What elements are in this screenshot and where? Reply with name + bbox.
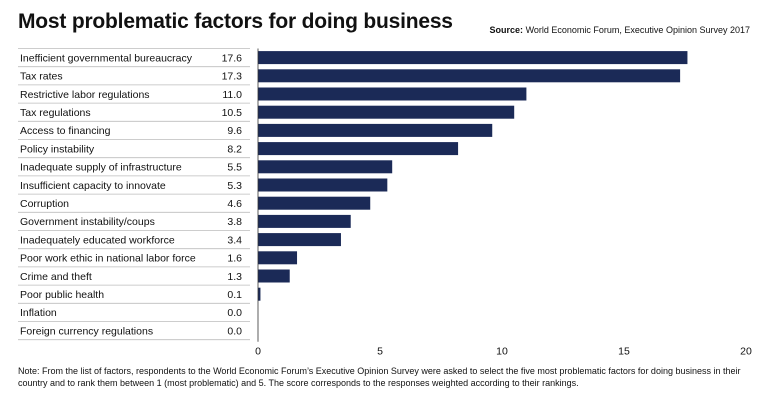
category-label: Policy instability — [20, 143, 95, 155]
value-label: 10.5 — [222, 107, 243, 119]
value-label: 0.1 — [227, 289, 242, 301]
category-label: Inadequate supply of infrastructure — [20, 162, 182, 174]
x-tick-label: 5 — [377, 346, 383, 358]
x-axis: 0 5 10 15 20 — [255, 48, 752, 358]
bar — [258, 287, 261, 301]
x-tick-label: 10 — [496, 346, 508, 358]
bar — [258, 123, 493, 137]
value-label: 9.6 — [227, 125, 242, 137]
bar — [258, 51, 688, 65]
value-label: 3.8 — [227, 216, 242, 228]
bar — [258, 269, 290, 283]
value-label: 17.3 — [222, 71, 243, 83]
bar — [258, 105, 515, 119]
bar — [258, 251, 298, 265]
x-tick-label: 20 — [740, 346, 752, 358]
value-label: 1.6 — [227, 253, 242, 265]
bars — [258, 51, 688, 301]
category-label: Crime and theft — [20, 271, 92, 283]
value-label: 8.2 — [227, 143, 242, 155]
value-label: 3.4 — [227, 234, 242, 246]
bar — [258, 87, 527, 101]
category-label: Government instability/coups — [20, 216, 155, 228]
chart-note: Note: From the list of factors, responde… — [18, 366, 741, 388]
category-rows: Inefficient governmental bureaucracy 17.6… — [18, 48, 250, 341]
bar — [258, 178, 388, 192]
chart-title: Most problematic factors for doing busin… — [18, 10, 453, 33]
source-label: Source: — [489, 25, 524, 35]
category-label: Poor public health — [20, 289, 104, 301]
category-label: Corruption — [20, 198, 69, 210]
bar — [258, 142, 459, 156]
value-label: 17.6 — [222, 52, 243, 64]
source-text: World Economic Forum, Executive Opinion … — [525, 25, 750, 35]
category-label: Insufficient capacity to innovate — [20, 180, 166, 192]
category-label: Tax rates — [20, 71, 63, 83]
value-label: 11.0 — [222, 89, 242, 101]
category-label: Foreign currency regulations — [20, 325, 153, 337]
source-credit: Source: World Economic Forum, Executive … — [490, 25, 750, 35]
bar — [258, 214, 351, 228]
bar — [258, 160, 393, 174]
category-label: Inadequately educated workforce — [20, 234, 175, 246]
value-label: 5.3 — [227, 180, 242, 192]
category-label: Inflation — [20, 307, 57, 319]
x-tick-label: 0 — [255, 346, 261, 358]
category-label: Restrictive labor regulations — [20, 89, 150, 101]
category-label: Poor work ethic in national labor force — [20, 253, 196, 265]
category-label: Inefficient governmental bureaucracy — [20, 52, 193, 64]
category-label: Access to financing — [20, 125, 111, 137]
bar — [258, 233, 341, 247]
category-label: Tax regulations — [20, 107, 91, 119]
x-tick-label: 15 — [618, 346, 630, 358]
bar — [258, 69, 681, 83]
value-label: 1.3 — [227, 271, 242, 283]
value-label: 5.5 — [227, 162, 242, 174]
bar — [258, 196, 371, 210]
bar-chart: Inefficient governmental bureaucracy 17.6… — [18, 48, 752, 358]
value-label: 4.6 — [227, 198, 242, 210]
value-label: 0.0 — [227, 325, 242, 337]
value-label: 0.0 — [227, 307, 242, 319]
